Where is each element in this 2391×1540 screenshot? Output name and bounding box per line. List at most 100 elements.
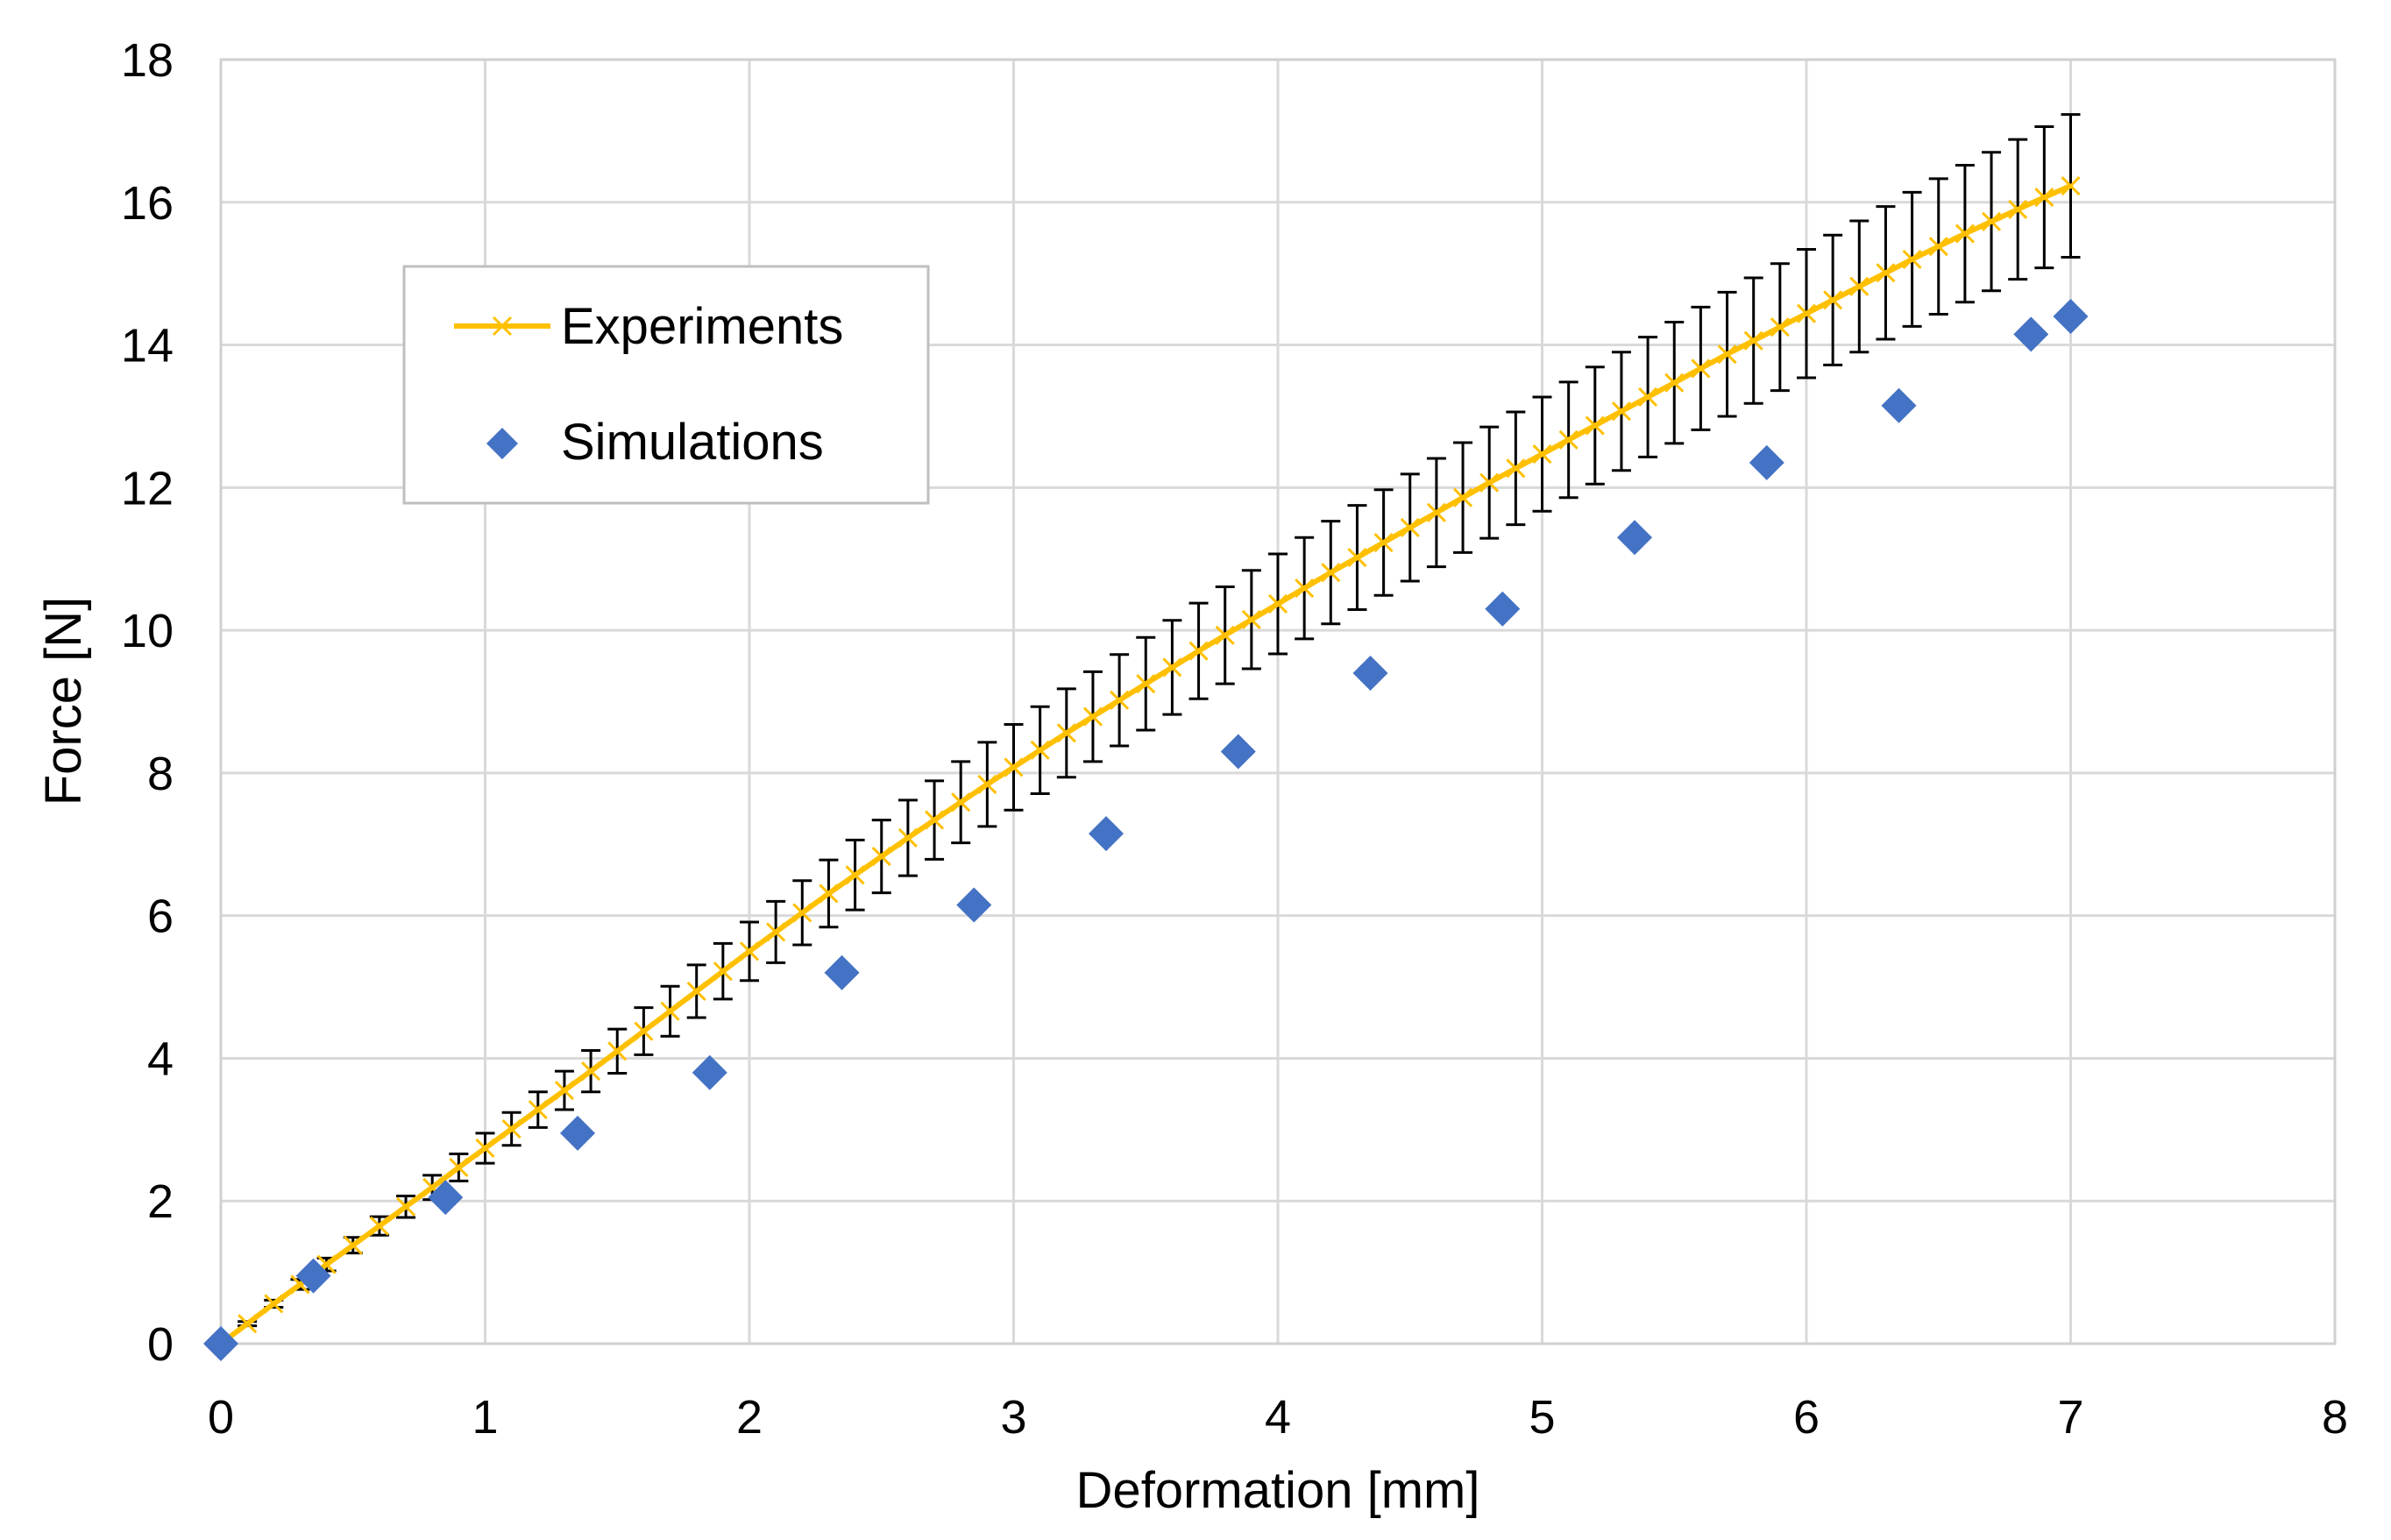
- experiments-point: [1743, 330, 1763, 351]
- experiments-point: [1691, 358, 1711, 379]
- y-tick-label: 0: [147, 1318, 174, 1371]
- experiments-point: [2061, 175, 2081, 196]
- y-tick-label: 12: [121, 462, 174, 515]
- experiments-point: [819, 884, 839, 904]
- simulations-point: [1352, 655, 1388, 691]
- simulations-point: [824, 955, 860, 990]
- experiments-point: [1267, 593, 1288, 614]
- x-tick-label: 0: [208, 1391, 234, 1444]
- experiments-point: [1188, 641, 1209, 661]
- x-tick-label: 7: [2057, 1391, 2083, 1444]
- experiments-point: [395, 1196, 416, 1217]
- simulations-point: [1220, 734, 1256, 770]
- experiments-point: [501, 1118, 521, 1139]
- simulations-point: [2013, 316, 2049, 352]
- experiments-point: [1030, 740, 1050, 760]
- experiments-point: [871, 847, 891, 867]
- experiments-point: [343, 1235, 363, 1255]
- x-tick-label: 8: [2322, 1391, 2348, 1444]
- x-tick-label: 3: [1000, 1391, 1026, 1444]
- experiments-point: [475, 1138, 495, 1159]
- experiments-point: [1373, 532, 1394, 553]
- experiments-point: [1928, 237, 1948, 257]
- experiments-point: [1295, 578, 1315, 599]
- experiments-point: [264, 1294, 284, 1314]
- x-tick-label: 1: [472, 1391, 498, 1444]
- simulations-point: [692, 1054, 727, 1090]
- simulations-point: [1749, 444, 1784, 480]
- y-tick-label: 8: [147, 748, 174, 800]
- simulations-point: [956, 887, 992, 923]
- experiments-point: [1532, 444, 1552, 465]
- experiments-point: [713, 962, 733, 982]
- experiments-point: [766, 922, 786, 942]
- experiments-point: [1321, 563, 1341, 583]
- plot-area-border: [219, 58, 2337, 1345]
- experiments-point: [369, 1216, 389, 1236]
- experiments-point: [581, 1061, 601, 1082]
- experiments-point: [1506, 458, 1526, 479]
- experiments-point: [1849, 276, 1870, 296]
- simulations-point: [2053, 299, 2089, 334]
- simulations-point: [1485, 591, 1521, 627]
- experiments-point: [951, 792, 971, 813]
- x-axis-title: Deformation [mm]: [1076, 1462, 1480, 1519]
- experiments-point: [2008, 199, 2028, 219]
- y-tick-label: 16: [121, 177, 174, 230]
- simulations-point: [428, 1180, 464, 1216]
- experiments-point: [528, 1099, 548, 1120]
- experiments-point: [1611, 401, 1632, 422]
- y-tick-label: 4: [147, 1033, 174, 1085]
- y-axis-title: Force [N]: [35, 597, 92, 806]
- experiments-point: [1479, 472, 1500, 493]
- experiments-point: [1717, 344, 1737, 365]
- experiments-point: [1400, 517, 1420, 537]
- experiments-point: [1241, 609, 1261, 629]
- experiments-point: [634, 1021, 654, 1041]
- experiments-point: [1082, 706, 1103, 727]
- experiments-point: [449, 1157, 469, 1178]
- experiments-point: [1136, 674, 1156, 694]
- experiments-point: [1558, 429, 1579, 450]
- x-tick-labels: 0 1 2 3 4 5 6 7 8: [208, 1391, 2348, 1444]
- experiments-point: [1664, 373, 1685, 393]
- experiments-point: [792, 903, 812, 923]
- legend-simulations-label: Simulations: [561, 414, 824, 471]
- experiments-point: [1823, 290, 1843, 310]
- simulations-point: [203, 1326, 238, 1361]
- y-tick-label: 2: [147, 1175, 174, 1228]
- legend-experiments-marker: [492, 316, 513, 337]
- experiments-point: [739, 941, 760, 962]
- y-tick-label: 18: [121, 34, 174, 87]
- experiments-point: [977, 774, 997, 794]
- y-tick-label: 10: [121, 605, 174, 657]
- experiments-point: [1902, 249, 1922, 269]
- experiments-point: [1876, 263, 1896, 283]
- experiments-point: [554, 1081, 575, 1101]
- y-tick-label: 14: [121, 320, 174, 373]
- gridlines: [219, 58, 2337, 1345]
- experiments-point: [2034, 188, 2054, 208]
- x-tick-label: 4: [1265, 1391, 1291, 1444]
- x-tick-label: 6: [1793, 1391, 1820, 1444]
- experiments-point: [1162, 657, 1182, 678]
- experiments-markers: [210, 175, 2081, 1354]
- experiments-point: [1981, 211, 2002, 231]
- experiments-point: [1638, 387, 1658, 408]
- experiments-point: [1110, 690, 1130, 710]
- experiments-point: [238, 1314, 258, 1334]
- experiments-point: [1955, 224, 1975, 244]
- experiments-point: [1347, 548, 1367, 568]
- y-tick-label: 6: [147, 891, 174, 943]
- experiments-point: [1004, 757, 1024, 777]
- legend: Experiments Simulations: [402, 265, 930, 505]
- experiments-point: [1426, 502, 1446, 522]
- simulations-point: [1089, 816, 1125, 852]
- legend-experiments-x: [492, 316, 513, 337]
- simulations-point: [560, 1115, 596, 1151]
- experiments-point: [660, 1001, 680, 1021]
- experiments-point: [1770, 317, 1790, 337]
- simulations-point: [1617, 520, 1653, 556]
